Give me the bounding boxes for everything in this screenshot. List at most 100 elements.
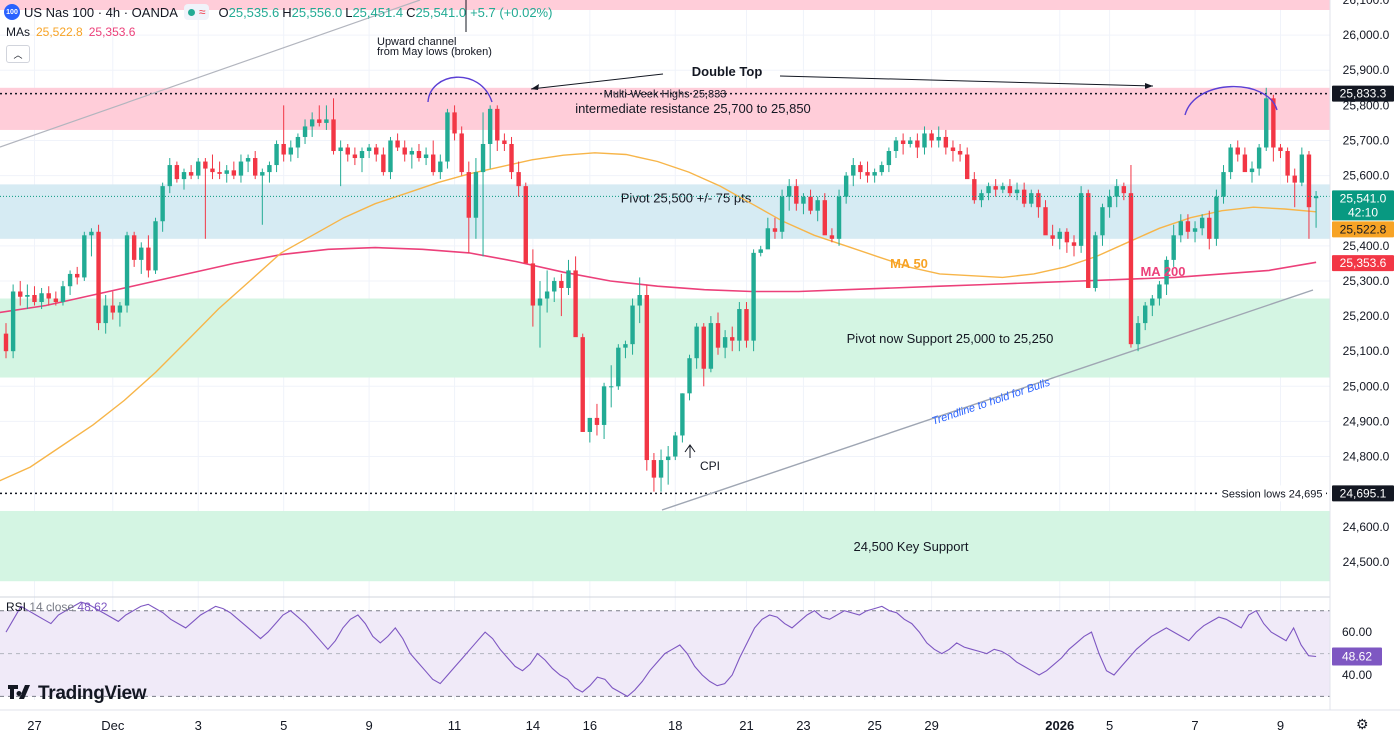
candle-body <box>331 119 336 152</box>
tradingview-mark-icon <box>8 683 34 705</box>
symbol-title[interactable]: US Nas 100 · 4h · OANDA <box>24 4 178 20</box>
chevron-up-icon: ︿ <box>13 49 23 60</box>
price-axis[interactable]: 26,100.0 26,000.0 25,900.0 25,800.0 25,700.0… <box>1329 0 1394 710</box>
rsi-pane[interactable]: 60.00 40.00 48.62 <box>0 596 1382 698</box>
arrowhead <box>531 84 539 90</box>
ohlc-low-value: 25,451.4 <box>352 4 404 20</box>
candle-body <box>658 460 664 478</box>
tradingview-logo[interactable]: TradingView <box>8 683 147 705</box>
candle-body <box>972 179 977 201</box>
levels: Multi-Week Highs 25,833 Session lows 24,6… <box>0 89 1330 502</box>
candle-body <box>1285 151 1290 176</box>
chart-header[interactable]: 100 US Nas 100 · 4h · OANDA ≈ O 25,535.6 … <box>4 3 552 21</box>
candle-body <box>1278 147 1283 152</box>
candle-body <box>260 172 265 176</box>
candle-body <box>480 143 486 173</box>
candle-body <box>495 108 500 141</box>
candle-body <box>423 154 429 159</box>
ohlc-close-value: 25,541.0 <box>415 4 467 20</box>
candle-body <box>1292 175 1297 183</box>
candle-body <box>174 165 180 180</box>
ohlc-low-key: L <box>345 4 353 20</box>
candle-body <box>908 140 913 144</box>
y-tick-label: 25,400.0 <box>1343 239 1390 253</box>
x-tick-label: 9 <box>366 718 373 733</box>
candle-body <box>366 147 372 152</box>
zone-key-support <box>0 510 1330 582</box>
candle-body <box>32 295 37 303</box>
trend-lines <box>0 0 1314 511</box>
candle-body <box>922 133 927 148</box>
candle-body <box>1114 186 1119 197</box>
price-badge-text: 25,541.0 <box>1340 191 1387 205</box>
candle-body <box>181 172 187 180</box>
price-badge-text: 25,353.6 <box>1340 256 1387 270</box>
candle-body <box>566 270 571 288</box>
candle-body <box>744 309 749 341</box>
candle-body <box>217 172 222 174</box>
candle-body <box>872 172 877 176</box>
ma50-label: MA 50 <box>890 256 928 271</box>
market-status-badge[interactable]: ≈ <box>183 4 210 20</box>
double-top-label: Double Top <box>692 64 763 79</box>
wave-icon: ≈ <box>198 5 206 19</box>
market-open-dot-icon <box>187 8 195 16</box>
candle-body <box>1007 186 1013 194</box>
candle-body <box>1107 196 1112 208</box>
time-axis[interactable]: 27 Dec 3 5 9 11 14 16 18 21 23 25 29 2026 5 7 9 <box>0 709 1400 733</box>
candle-body <box>715 323 721 348</box>
candle-body <box>722 337 728 348</box>
candle-body <box>409 151 415 155</box>
candle-body <box>1249 168 1255 173</box>
mas-legend[interactable]: MAs 25,522.8 25,353.6 <box>6 25 135 39</box>
candle-body <box>523 186 528 264</box>
candle-body <box>1299 154 1305 183</box>
level-label: Multi-Week Highs 25,833 <box>604 89 727 101</box>
candle-body <box>359 151 365 159</box>
trendline-label: Trendline to hold for Bulls <box>930 376 1052 427</box>
zone-intermediate-resistance <box>0 87 1330 130</box>
candle-body <box>936 136 941 141</box>
price-badge-text: 25,833.3 <box>1340 87 1387 101</box>
y-tick-label: 25,300.0 <box>1343 274 1390 288</box>
zone-label: Pivot now Support 25,000 to 25,250 <box>847 331 1054 346</box>
candle-body <box>694 326 699 359</box>
ohlc-open-key: O <box>218 4 229 20</box>
ohlc-open-value: 25,535.6 <box>228 4 280 20</box>
candle-body <box>295 136 301 148</box>
candle-body <box>1185 221 1191 232</box>
candle-body <box>253 158 258 176</box>
candle-body <box>794 186 799 204</box>
collapse-legend-button[interactable]: ︿ <box>6 45 30 63</box>
rsi-legend[interactable]: RSI 14 close 48.62 <box>6 600 107 614</box>
y-tick-label: 24,800.0 <box>1343 450 1390 464</box>
candle-body <box>950 147 956 152</box>
price-badge <box>1332 485 1394 502</box>
candle-body <box>153 221 158 271</box>
candle-body <box>302 126 308 137</box>
y-tick-label: 25,600.0 <box>1343 169 1390 183</box>
candle-body <box>1306 154 1312 208</box>
candle-body <box>416 151 422 159</box>
rsi-tick-label: 40.00 <box>1342 668 1372 682</box>
y-tick-label: 25,200.0 <box>1343 309 1390 323</box>
candle-body <box>1057 231 1062 239</box>
x-tick-label: 9 <box>1277 718 1284 733</box>
candle-body <box>110 305 115 313</box>
y-tick-label: 26,000.0 <box>1343 28 1390 42</box>
candle-body <box>751 252 756 341</box>
candle-body <box>815 200 820 211</box>
candle-body <box>829 235 835 239</box>
zone-label: 24,500 Key Support <box>854 539 969 554</box>
gear-icon[interactable]: ⚙ <box>1356 716 1369 732</box>
candle-body <box>1242 154 1248 173</box>
level-label: Session lows 24,695 <box>1222 488 1323 500</box>
candle-body <box>580 337 585 432</box>
candle-body <box>801 196 806 204</box>
x-tick-label: 11 <box>448 718 462 733</box>
x-tick-label: 14 <box>526 718 540 733</box>
candle-body <box>1178 221 1183 236</box>
candle-body <box>502 140 507 144</box>
candle-body <box>82 235 87 278</box>
